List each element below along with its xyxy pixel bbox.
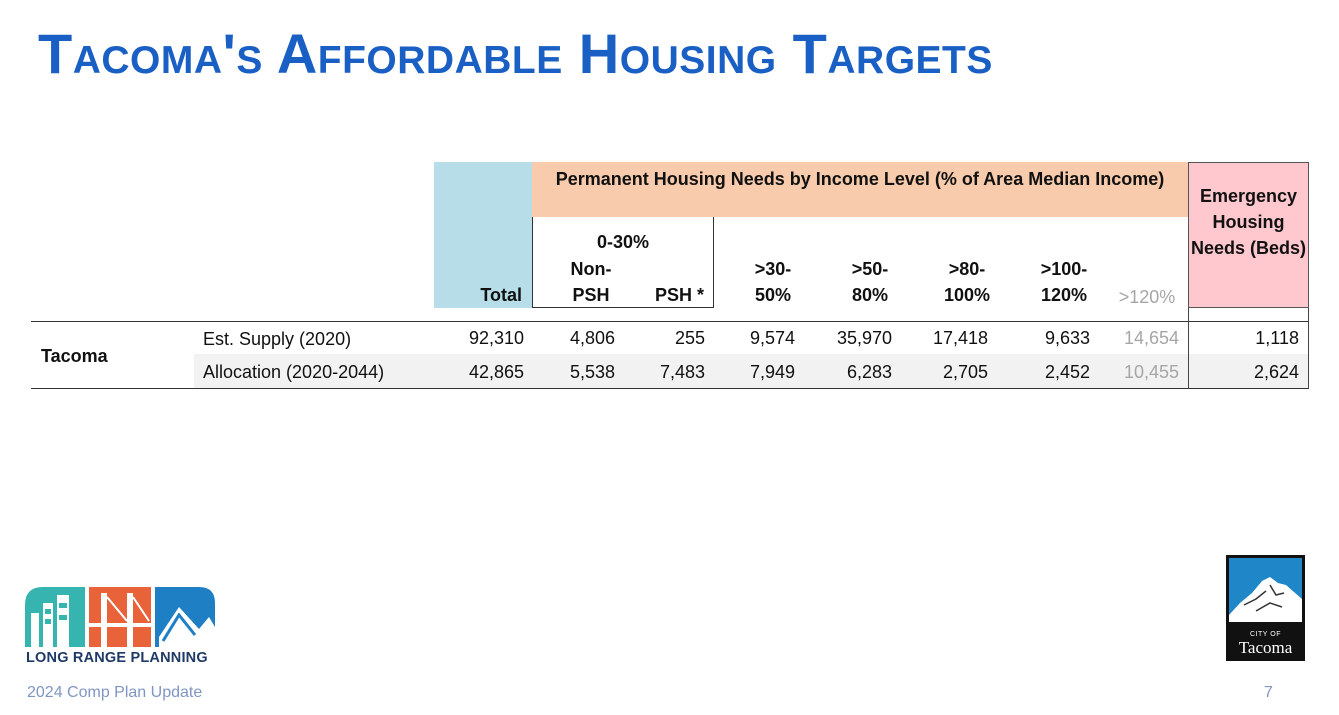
- zero-thirty-box: [532, 217, 714, 308]
- table-top-rule: [31, 321, 1309, 322]
- cell-80-100: 17,418: [932, 328, 988, 348]
- col-header-100-120-1: >100-: [1040, 259, 1088, 279]
- col-header-50-80-1: >50-: [851, 259, 889, 279]
- mountain-icon: [1229, 558, 1302, 622]
- row-shading: [194, 354, 1309, 388]
- cell-psh: 7,483: [659, 362, 705, 382]
- page-number: 7: [1264, 684, 1273, 701]
- tacoma-logo-label: Tacoma: [1238, 638, 1293, 657]
- col-header-100-120-2: 120%: [1040, 285, 1088, 305]
- subgroup-0-30-header: 0-30%: [596, 232, 650, 252]
- col-header-total: Total: [480, 285, 522, 305]
- footer-label: 2024 Comp Plan Update: [27, 684, 203, 701]
- long-range-planning-label: LONG RANGE PLANNING: [26, 650, 208, 666]
- col-header-50-80-2: 80%: [851, 285, 889, 305]
- col-header-120: >120%: [1118, 287, 1176, 307]
- cell-100-120: 9,633: [1044, 328, 1090, 348]
- cell-non-psh: 4,806: [569, 328, 615, 348]
- col-header-non-psh-2: PSH: [572, 285, 610, 305]
- table-bottom-rule: [31, 388, 1309, 389]
- cell-total: 42,865: [468, 362, 524, 382]
- cell-50-80: 35,970: [836, 328, 892, 348]
- row-label: Est. Supply (2020): [203, 329, 352, 349]
- cell-total: 92,310: [468, 328, 524, 348]
- page-title: Tacoma's Affordable Housing Targets: [38, 22, 993, 85]
- total-header-bg: [434, 162, 532, 308]
- cell-emergency: 2,624: [1253, 362, 1299, 382]
- col-header-80-100-2: 100%: [943, 285, 991, 305]
- cell-30-50: 7,949: [749, 362, 795, 382]
- cell-50-80: 6,283: [846, 362, 892, 382]
- col-header-30-50-2: 50%: [754, 285, 792, 305]
- cell-non-psh: 5,538: [569, 362, 615, 382]
- emergency-right-border: [1308, 308, 1309, 389]
- cell-psh: 255: [674, 328, 705, 348]
- permanent-header-bg: [532, 162, 1188, 217]
- cell-emergency: 1,118: [1255, 328, 1299, 348]
- col-header-non-psh-1: Non-: [570, 259, 612, 279]
- cell-100-120: 2,452: [1044, 362, 1090, 382]
- cell-80-100: 2,705: [942, 362, 988, 382]
- emergency-header-bg: [1188, 162, 1309, 308]
- permanent-group-header: Permanent Housing Needs by Income Level …: [555, 169, 1165, 189]
- city-of-tacoma-logo: CITY OF Tacoma: [1226, 555, 1305, 661]
- emergency-group-header: Emergency Housing Needs (Beds): [1190, 186, 1307, 258]
- row-label: Allocation (2020-2044): [203, 362, 385, 382]
- housing-targets-table: Permanent Housing Needs by Income Level …: [31, 162, 1310, 392]
- cell-30-50: 9,574: [749, 328, 795, 348]
- emergency-left-border: [1188, 308, 1189, 389]
- col-header-psh: PSH *: [654, 285, 704, 305]
- col-header-30-50-1: >30-: [754, 259, 792, 279]
- cell-120: 14,654: [1123, 328, 1179, 348]
- col-header-80-100-1: >80-: [948, 259, 986, 279]
- cell-120: 10,455: [1123, 362, 1179, 382]
- long-range-planning-logo: [25, 587, 215, 647]
- city-of-label: CITY OF: [1250, 631, 1281, 638]
- jurisdiction-label: Tacoma: [41, 346, 108, 366]
